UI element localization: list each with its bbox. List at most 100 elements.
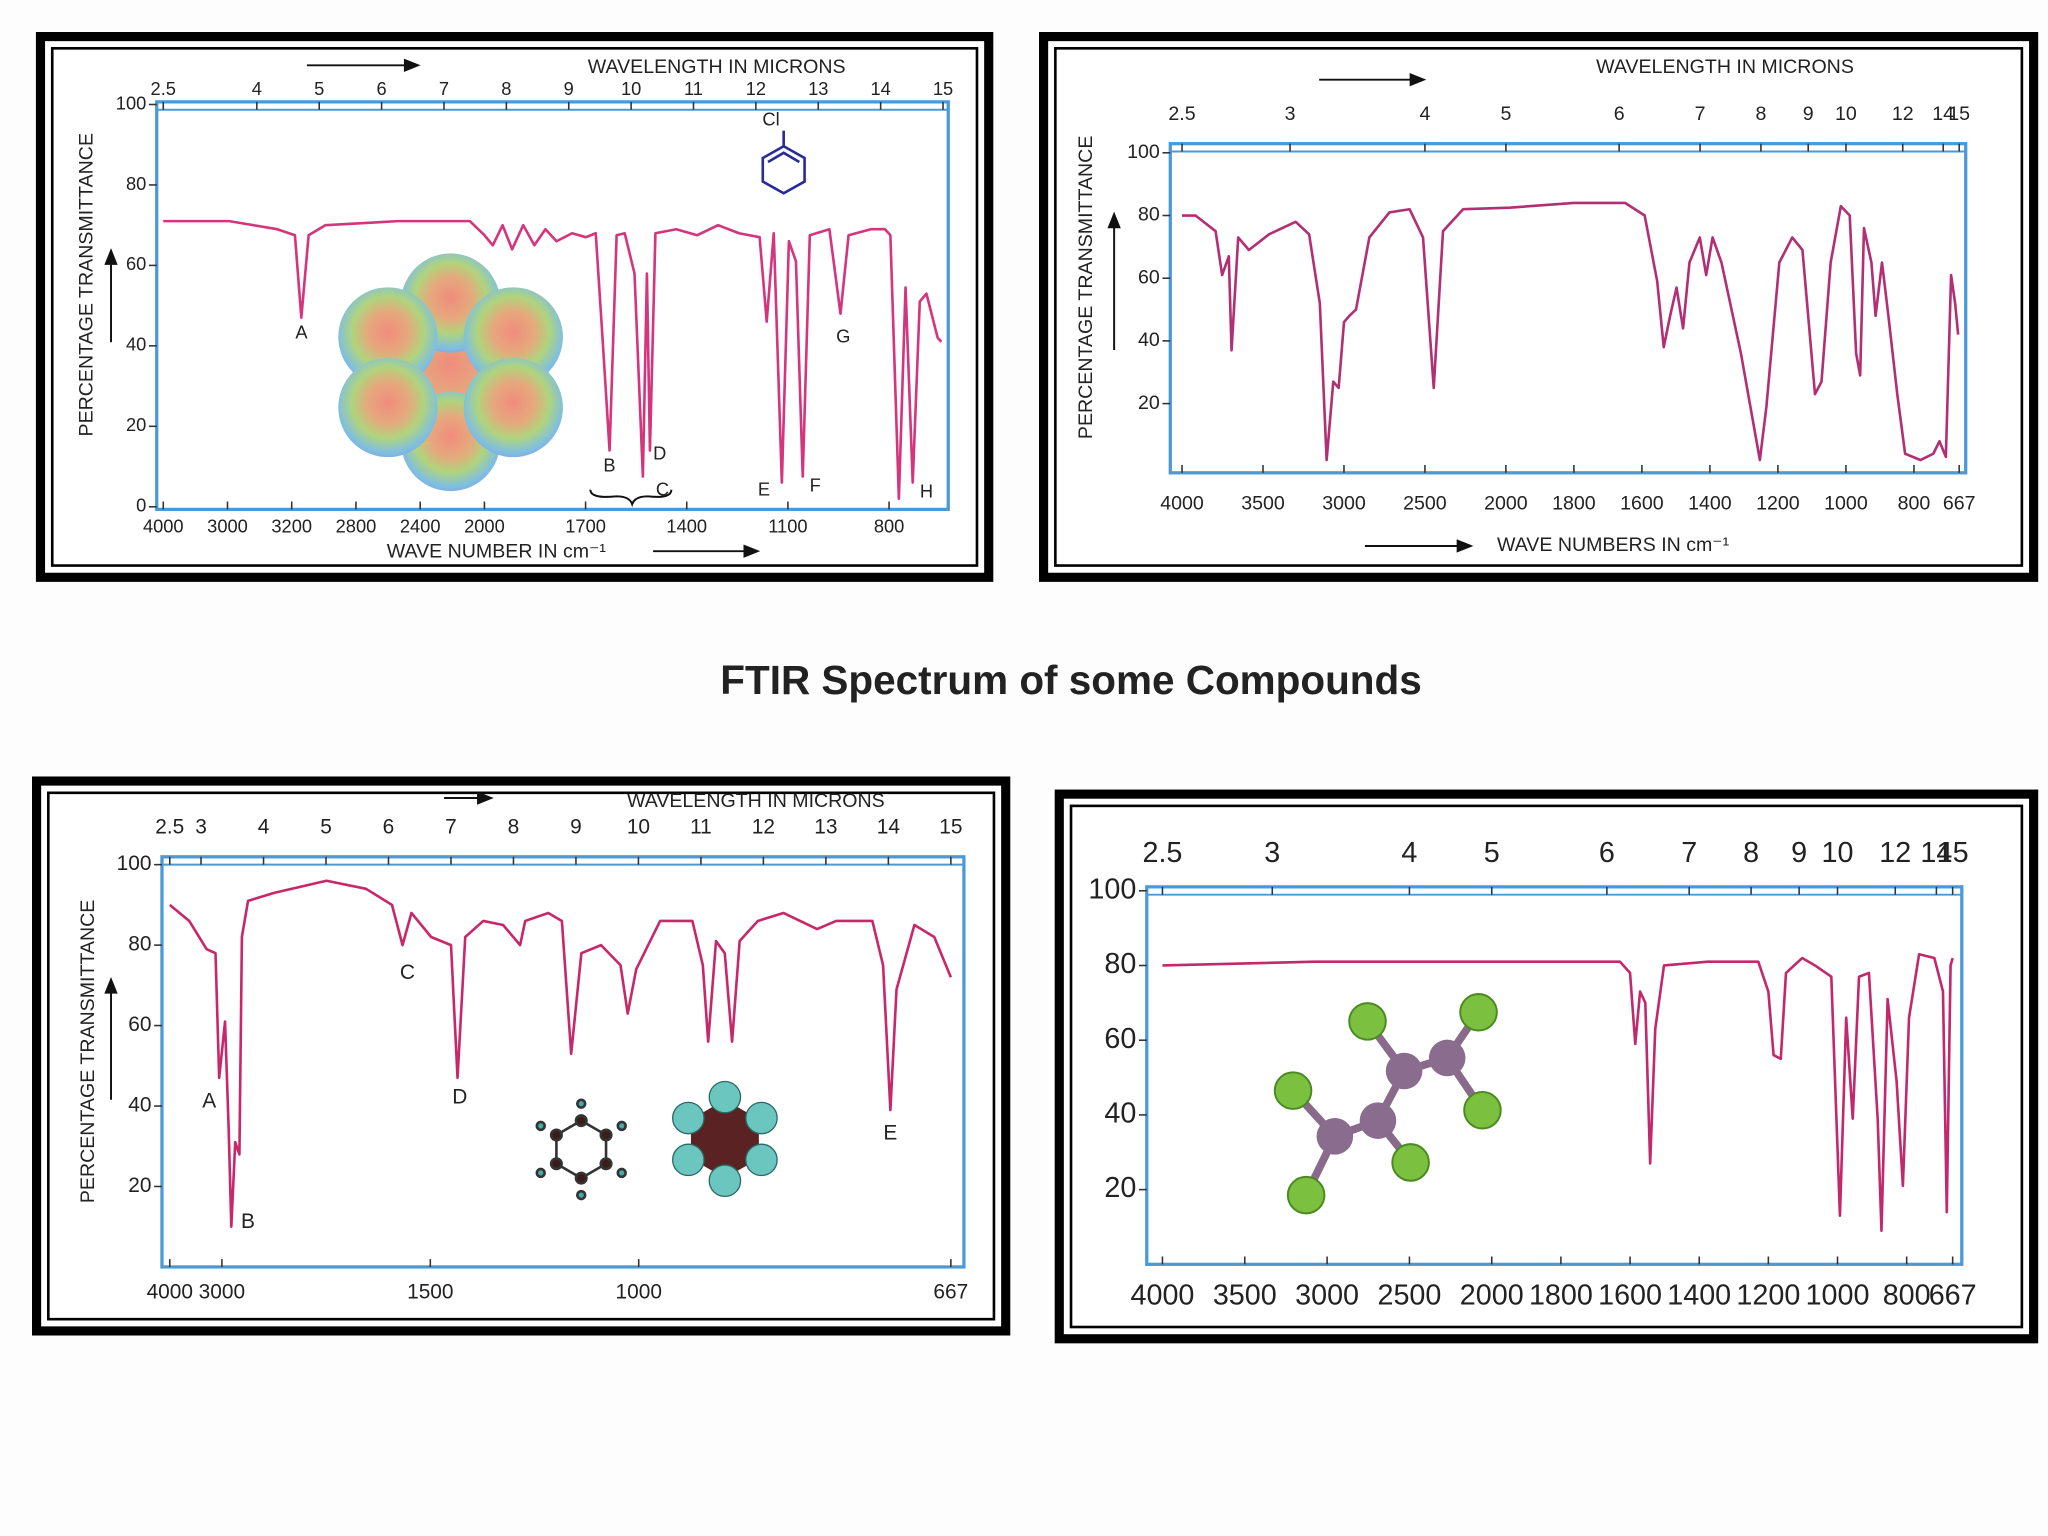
double-bond (767, 151, 801, 164)
annotation: G (836, 326, 850, 347)
x-tick-label: 800 (874, 516, 904, 537)
x2-tick-label: 4 (1419, 103, 1430, 125)
axis-arrows (104, 58, 1474, 1100)
annotation: A (202, 1090, 216, 1113)
x2-axis-title: WAVELENGTH IN MICRONS (1596, 56, 1854, 78)
molecule-ball-stick (1273, 992, 1502, 1215)
panel-inner-frame (1069, 804, 2024, 1329)
x2-tick-label: 14 (870, 78, 890, 99)
x-tick-label: 2400 (400, 516, 441, 537)
x2-tick-label: 2.5 (1142, 837, 1182, 869)
y-tick-label: 100 (117, 852, 152, 875)
atom (549, 1128, 563, 1142)
y-tick-label: 60 (126, 253, 146, 274)
annotation: H (920, 481, 933, 502)
atom (708, 1080, 742, 1114)
x-tick-label: 1800 (1552, 492, 1596, 514)
x-tick-label: 800 (1883, 1280, 1931, 1312)
x2-tick-label: 5 (1500, 103, 1511, 125)
y-axis-title: PERCENTAGE TRANSMITTANCE (77, 900, 99, 1204)
x2-tick-label: 15 (939, 816, 962, 839)
atom (1286, 1175, 1326, 1215)
x-tick-label: 800 (1898, 492, 1931, 514)
y-tick-label: 100 (1127, 141, 1160, 163)
x-tick-label: 1400 (1667, 1280, 1731, 1312)
blob-lobe (463, 287, 563, 387)
arrow-head (1107, 211, 1121, 229)
x2-tick-label: 5 (1484, 837, 1500, 869)
atom (708, 1164, 742, 1198)
x-tick-label: 3000 (1295, 1280, 1359, 1312)
y-tick-label: 0 (136, 495, 146, 516)
y-tick-label: 80 (1138, 204, 1160, 226)
x2-tick-label: 6 (1614, 103, 1625, 125)
x2-tick-label: 8 (501, 78, 511, 99)
x2-tick-label: 2.5 (151, 78, 176, 99)
x2-tick-label: 9 (564, 78, 574, 99)
carbon-core (690, 1099, 759, 1179)
y-tick-label: 80 (1104, 948, 1136, 980)
x-tick-label: 1600 (1598, 1280, 1662, 1312)
x-tick-label: 1000 (1806, 1280, 1870, 1312)
x2-tick-label: 12 (1892, 103, 1914, 125)
atom (616, 1120, 627, 1132)
x-axis-title: WAVE NUMBER IN cm⁻¹ (387, 541, 607, 563)
x2-tick-label: 13 (814, 816, 837, 839)
atom (574, 1171, 588, 1185)
benzene-space-filling (671, 1080, 778, 1198)
y-tick-label: 20 (1138, 392, 1160, 414)
annotation: D (452, 1085, 467, 1108)
spectrum-line (1182, 201, 1960, 462)
annotation: Cl (762, 108, 779, 129)
atom (1385, 1052, 1423, 1090)
y-tick-label: 80 (128, 933, 151, 956)
x2-tick-label: 8 (1755, 103, 1766, 125)
chlorobenzene-structure (761, 130, 806, 195)
arrow-head (104, 248, 118, 265)
benzene-ring (761, 144, 806, 195)
x-tick-label: 1200 (1736, 1280, 1800, 1312)
x2-tick-label: 15 (1948, 103, 1970, 125)
y-axis-title: PERCENTAGE TRANSMITTANCE (76, 133, 98, 437)
x-tick-label: 4000 (147, 1281, 193, 1304)
x-tick-label: 3200 (271, 516, 312, 537)
plot-frame (1168, 142, 1968, 475)
x2-tick-label: 3 (195, 816, 207, 839)
y-tick-label: 60 (128, 1013, 151, 1036)
x2-tick-label: 3 (1285, 103, 1296, 125)
x2-tick-label: 10 (1822, 837, 1854, 869)
annotation: A (295, 322, 308, 343)
x2-tick-label: 4 (252, 78, 262, 99)
arrow-head (477, 791, 494, 805)
x2-tick-label: 9 (1803, 103, 1814, 125)
x2-tick-label: 4 (258, 816, 270, 839)
x-tick-label: 667 (1943, 492, 1976, 514)
x2-tick-label: 10 (627, 816, 650, 839)
y-axis-title: PERCENTAGE TRANSMITTANCE (1075, 136, 1097, 440)
x2-tick-label: 7 (439, 78, 449, 99)
panel-frame (32, 776, 1011, 1336)
x-tick-label: 1400 (1688, 492, 1732, 514)
y-tick-label: 60 (1104, 1023, 1136, 1055)
atom (1348, 1002, 1387, 1041)
annotation: F (810, 474, 821, 495)
atom (671, 1143, 705, 1177)
annotation: B (603, 454, 615, 475)
annotation: B (241, 1210, 255, 1233)
blob-lobe (338, 287, 438, 387)
atom (1316, 1118, 1354, 1155)
x2-tick-label: 8 (508, 816, 520, 839)
x2-tick-label: 2.5 (155, 816, 184, 839)
x2-tick-label: 9 (1791, 837, 1807, 869)
x-tick-label: 1100 (768, 516, 807, 537)
atom (616, 1167, 627, 1179)
arrow-head (743, 544, 761, 558)
panel-inner-frame (47, 791, 996, 1321)
annotation: E (883, 1122, 897, 1145)
arrow-head (1409, 73, 1427, 87)
y-tick-label: 40 (1138, 329, 1160, 351)
x-tick-label: 667 (1929, 1280, 1977, 1312)
x-tick-label: 1000 (1824, 492, 1868, 514)
atom (599, 1157, 613, 1171)
